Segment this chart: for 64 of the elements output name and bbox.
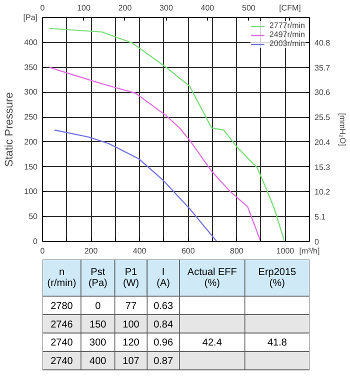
x2-tick-label: 0 [40,4,46,12]
text: 0.96 [154,338,174,349]
text: 400 [90,356,106,368]
x-tick-label: 400 [132,246,147,256]
line-series [48,66,262,242]
y2-tick-label: 35.7 [314,63,331,72]
text: 107 [122,356,140,368]
y-tick-label: 50 [28,212,38,222]
x-tick-label: 0 [40,246,46,256]
text: 300 [90,338,106,349]
text: 77 [125,300,137,312]
y-tick-label: [Pa] [23,13,38,22]
x2-tick-label: 400 [200,4,215,12]
text: 2780 [50,300,73,312]
x2-tick-label: 200 [118,4,132,12]
y-axis-title: Static Pressure [3,92,16,167]
text: 2746 [50,319,73,330]
text: 41.8 [267,338,287,349]
y2-tick-label: 20.4 [314,138,331,147]
x2-tick-label: 300 [160,4,174,12]
x2-tick-label: 100 [77,4,91,12]
x2-tick-label: [CFM] [279,4,301,12]
legend-label: 2497r/min [269,30,305,39]
x-tick-label: [m³/h] [299,246,320,256]
y-tick-label: 100 [24,187,38,196]
x-tick-label: 600 [181,246,196,256]
x2-tick-label: 500 [242,4,256,12]
legend-label: 2777r/min [269,21,305,30]
y-tick-label: 300 [24,88,38,97]
y-tick-label: 150 [24,162,38,172]
category-label: n (r/min) [47,266,76,289]
line-series [54,129,218,242]
y2-tick-label: 30.6 [314,88,331,98]
legend-label: 2003r/min [269,39,305,48]
category-label: Actual EFF (%) [187,266,237,289]
text: 120 [122,338,140,349]
x-tick-label: 800 [230,246,244,256]
text: 0 [95,300,101,312]
y-tick-label: 250 [24,112,38,122]
y-tick-label: 0 [33,237,38,246]
text: 0.63 [154,300,174,312]
text: 0.87 [154,356,174,368]
text: 2740 [50,356,73,368]
y2-tick-label: 15.3 [314,162,331,172]
y-tick-label: 350 [24,62,38,72]
y-tick-label: 200 [24,137,38,146]
text: 42.4 [202,338,222,349]
text: 2740 [50,338,73,349]
y-tick-label: 400 [24,38,38,47]
text: 150 [90,319,106,330]
y2-tick-label: 40.8 [314,38,331,48]
x-tick-label: 1000 [276,246,295,256]
y2-tick-label: 5.1 [314,212,326,222]
text: 100 [122,319,140,330]
category-label: Erp2015 (%) [258,266,297,289]
y2-tick-label: 0 [314,238,320,246]
x-tick-label: 200 [84,246,98,256]
category-label: P1 (W) [122,266,140,289]
y2-tick-label: 10.2 [314,188,331,197]
category-label: Pst (Pa) [88,266,108,289]
text: 0.84 [154,319,174,330]
y2-tick-label: 25.5 [314,113,331,122]
y2-axis-title: [mmH₂O] [338,113,348,146]
category-label: I (A) [156,266,170,289]
